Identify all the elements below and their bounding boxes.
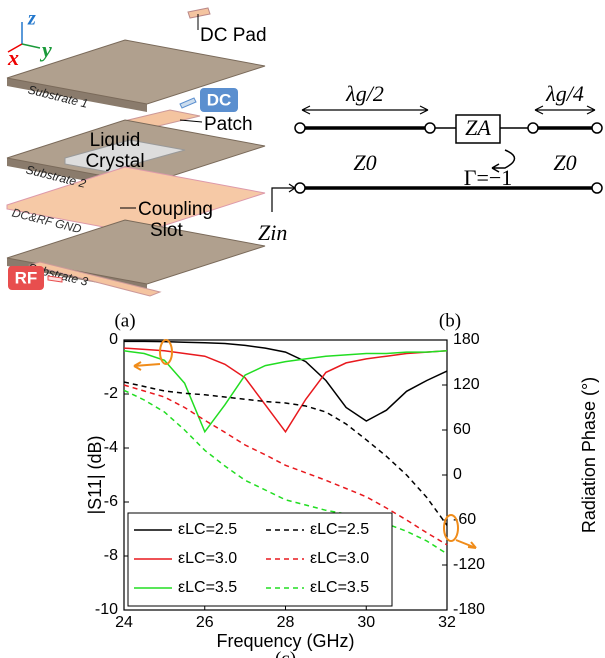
- label: Z0: [553, 150, 576, 175]
- arrow: [180, 120, 202, 122]
- terminal: [295, 183, 305, 193]
- terminal: [425, 123, 435, 133]
- y2-tick-label: -180: [453, 601, 485, 618]
- caption: (b): [439, 310, 461, 331]
- y-tick-label: -8: [104, 547, 118, 564]
- caption: (c): [275, 648, 296, 658]
- y2-tick-label: 0: [453, 466, 462, 483]
- label: λg/4: [545, 81, 584, 106]
- label: Zin: [258, 220, 287, 245]
- series-line: [124, 382, 447, 525]
- label: Crystal: [85, 151, 144, 172]
- x-tick-label: 26: [196, 614, 214, 631]
- y2-tick-label: -120: [453, 556, 485, 573]
- legend-label: εLC=2.5: [178, 521, 237, 538]
- arrow: [180, 98, 196, 108]
- terminal: [592, 183, 602, 193]
- label: Patch: [204, 114, 253, 135]
- y-tick-label: -4: [104, 439, 118, 456]
- label: Z0: [353, 150, 376, 175]
- exploded-view: z x y DC Pad Substrate 1 DC Patch Liquid…: [7, 8, 267, 332]
- legend-label: εLC=2.5: [310, 521, 369, 538]
- axis-label: z: [27, 8, 36, 30]
- terminal: [295, 123, 305, 133]
- label: Γ=−1: [464, 165, 513, 190]
- substrate-3: [7, 220, 265, 292]
- label: Coupling: [138, 199, 213, 220]
- y2-tick-label: 120: [453, 376, 480, 393]
- terminal: [592, 123, 602, 133]
- legend-label: εLC=3.0: [178, 550, 237, 567]
- y-tick-label: -6: [104, 493, 118, 510]
- y2-tick-label: 60: [453, 421, 471, 438]
- legend-label: εLC=3.5: [310, 579, 369, 596]
- annotation-arrow: [456, 540, 476, 548]
- terminal: [528, 123, 538, 133]
- y2-tick-label: 180: [453, 331, 480, 348]
- dimension-arrow: [302, 106, 428, 114]
- legend-label: εLC=3.0: [310, 550, 369, 567]
- label: Slot: [150, 220, 183, 241]
- label: Liquid: [90, 130, 141, 151]
- label: λg/2: [345, 81, 384, 106]
- label: DC Pad: [200, 25, 267, 46]
- label: RF: [15, 268, 38, 287]
- y-tick-label: -2: [104, 385, 118, 402]
- label: DC: [207, 90, 232, 109]
- legend-label: εLC=3.5: [178, 579, 237, 596]
- y2-axis-label: Radiation Phase (°): [579, 377, 599, 533]
- axis-arrow: [22, 44, 40, 48]
- y-tick-label: -10: [95, 601, 118, 618]
- x-tick-label: 28: [277, 614, 295, 631]
- dc-pad: [188, 8, 210, 18]
- dimension-arrow: [535, 106, 595, 114]
- y-tick-label: 0: [109, 331, 118, 348]
- axis-label: x: [7, 45, 19, 70]
- label: ZA: [465, 115, 491, 140]
- caption: (a): [114, 310, 135, 331]
- circuit-labels: λg/2 λg/4 ZA Z0 Z0 Γ=−1 Zin (b): [258, 81, 584, 331]
- input-arrow: [272, 184, 295, 212]
- figure: z x y DC Pad Substrate 1 DC Patch Liquid…: [0, 0, 605, 658]
- annotation-arrow: [134, 362, 160, 370]
- y-axis-label: |S11| (dB): [85, 435, 105, 514]
- x-tick-label: 30: [357, 614, 375, 631]
- axis-label: y: [39, 37, 52, 62]
